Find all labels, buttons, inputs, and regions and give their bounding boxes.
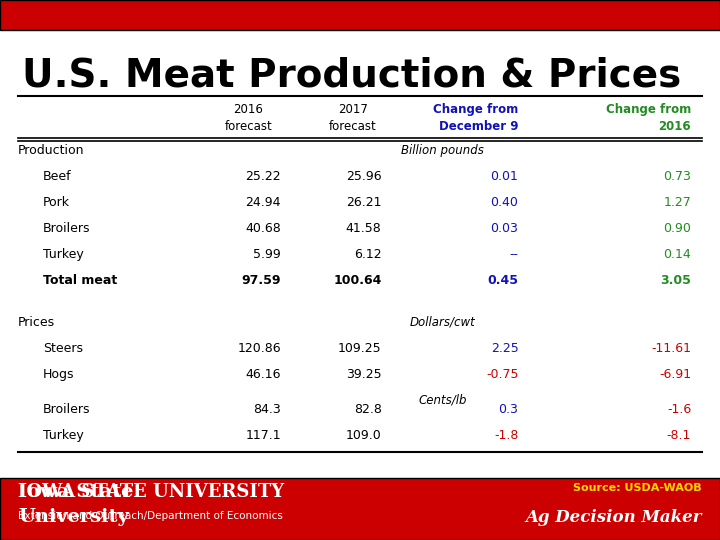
Text: -11.61: -11.61 [651,342,691,355]
Text: 0.14: 0.14 [663,248,691,261]
Text: 0.73: 0.73 [663,170,691,183]
Text: 0.40: 0.40 [490,196,518,209]
Text: 3.05: 3.05 [660,274,691,287]
Text: Extension and Outreach/Department of Economics: Extension and Outreach/Department of Eco… [18,511,283,522]
Text: 0.90: 0.90 [663,222,691,235]
Text: 2017: 2017 [338,103,368,116]
Text: 84.3: 84.3 [253,403,281,416]
Text: -0.75: -0.75 [486,368,518,381]
Text: -1.8: -1.8 [494,429,518,442]
Text: Iowa State: Iowa State [18,483,133,501]
Text: U.S. Meat Production & Prices: U.S. Meat Production & Prices [22,57,681,94]
Text: 0.3: 0.3 [498,403,518,416]
Text: 100.64: 100.64 [333,274,382,287]
Text: Beef: Beef [43,170,72,183]
Text: December 9: December 9 [439,120,518,133]
Text: 0.03: 0.03 [490,222,518,235]
Text: 46.16: 46.16 [246,368,281,381]
Text: forecast: forecast [225,120,272,133]
Text: 5.99: 5.99 [253,248,281,261]
Text: 25.22: 25.22 [246,170,281,183]
Text: 0.45: 0.45 [487,274,518,287]
Text: Dollars/cwt: Dollars/cwt [410,316,476,329]
Text: -6.91: -6.91 [659,368,691,381]
Text: Turkey: Turkey [43,429,84,442]
Text: Cents/lb: Cents/lb [418,394,467,407]
Text: Ag Decision Maker: Ag Decision Maker [526,509,702,526]
Text: -1.6: -1.6 [667,403,691,416]
Text: 25.96: 25.96 [346,170,382,183]
Text: 1.27: 1.27 [663,196,691,209]
Text: 0.01: 0.01 [490,170,518,183]
Text: 2016: 2016 [659,120,691,133]
Text: Broilers: Broilers [43,403,91,416]
FancyBboxPatch shape [0,478,720,540]
Text: Change from: Change from [606,103,691,116]
Text: Turkey: Turkey [43,248,84,261]
Text: Billion pounds: Billion pounds [401,144,485,157]
Text: 6.12: 6.12 [354,248,382,261]
Text: -8.1: -8.1 [667,429,691,442]
Text: 117.1: 117.1 [246,429,281,442]
Text: Total meat: Total meat [43,274,117,287]
Text: Prices: Prices [18,316,55,329]
Text: Steers: Steers [43,342,84,355]
Text: Change from: Change from [433,103,518,116]
Text: 109.25: 109.25 [338,342,382,355]
Text: IOWA STATE UNIVERSITY: IOWA STATE UNIVERSITY [18,483,284,501]
Text: 39.25: 39.25 [346,368,382,381]
Text: 2016: 2016 [233,103,264,116]
Text: 120.86: 120.86 [237,342,281,355]
Text: 2.25: 2.25 [490,342,518,355]
Text: 109.0: 109.0 [346,429,382,442]
Text: 41.58: 41.58 [346,222,382,235]
Text: forecast: forecast [329,120,377,133]
Text: 82.8: 82.8 [354,403,382,416]
Text: 97.59: 97.59 [241,274,281,287]
Text: University: University [18,508,129,525]
Text: Production: Production [18,144,84,157]
Text: --: -- [510,248,518,261]
Text: Broilers: Broilers [43,222,91,235]
Text: Pork: Pork [43,196,71,209]
Text: Hogs: Hogs [43,368,75,381]
FancyBboxPatch shape [0,0,720,30]
Text: Source: USDA-WAOB: Source: USDA-WAOB [573,483,702,494]
Text: 24.94: 24.94 [246,196,281,209]
Text: 26.21: 26.21 [346,196,382,209]
Text: 40.68: 40.68 [245,222,281,235]
